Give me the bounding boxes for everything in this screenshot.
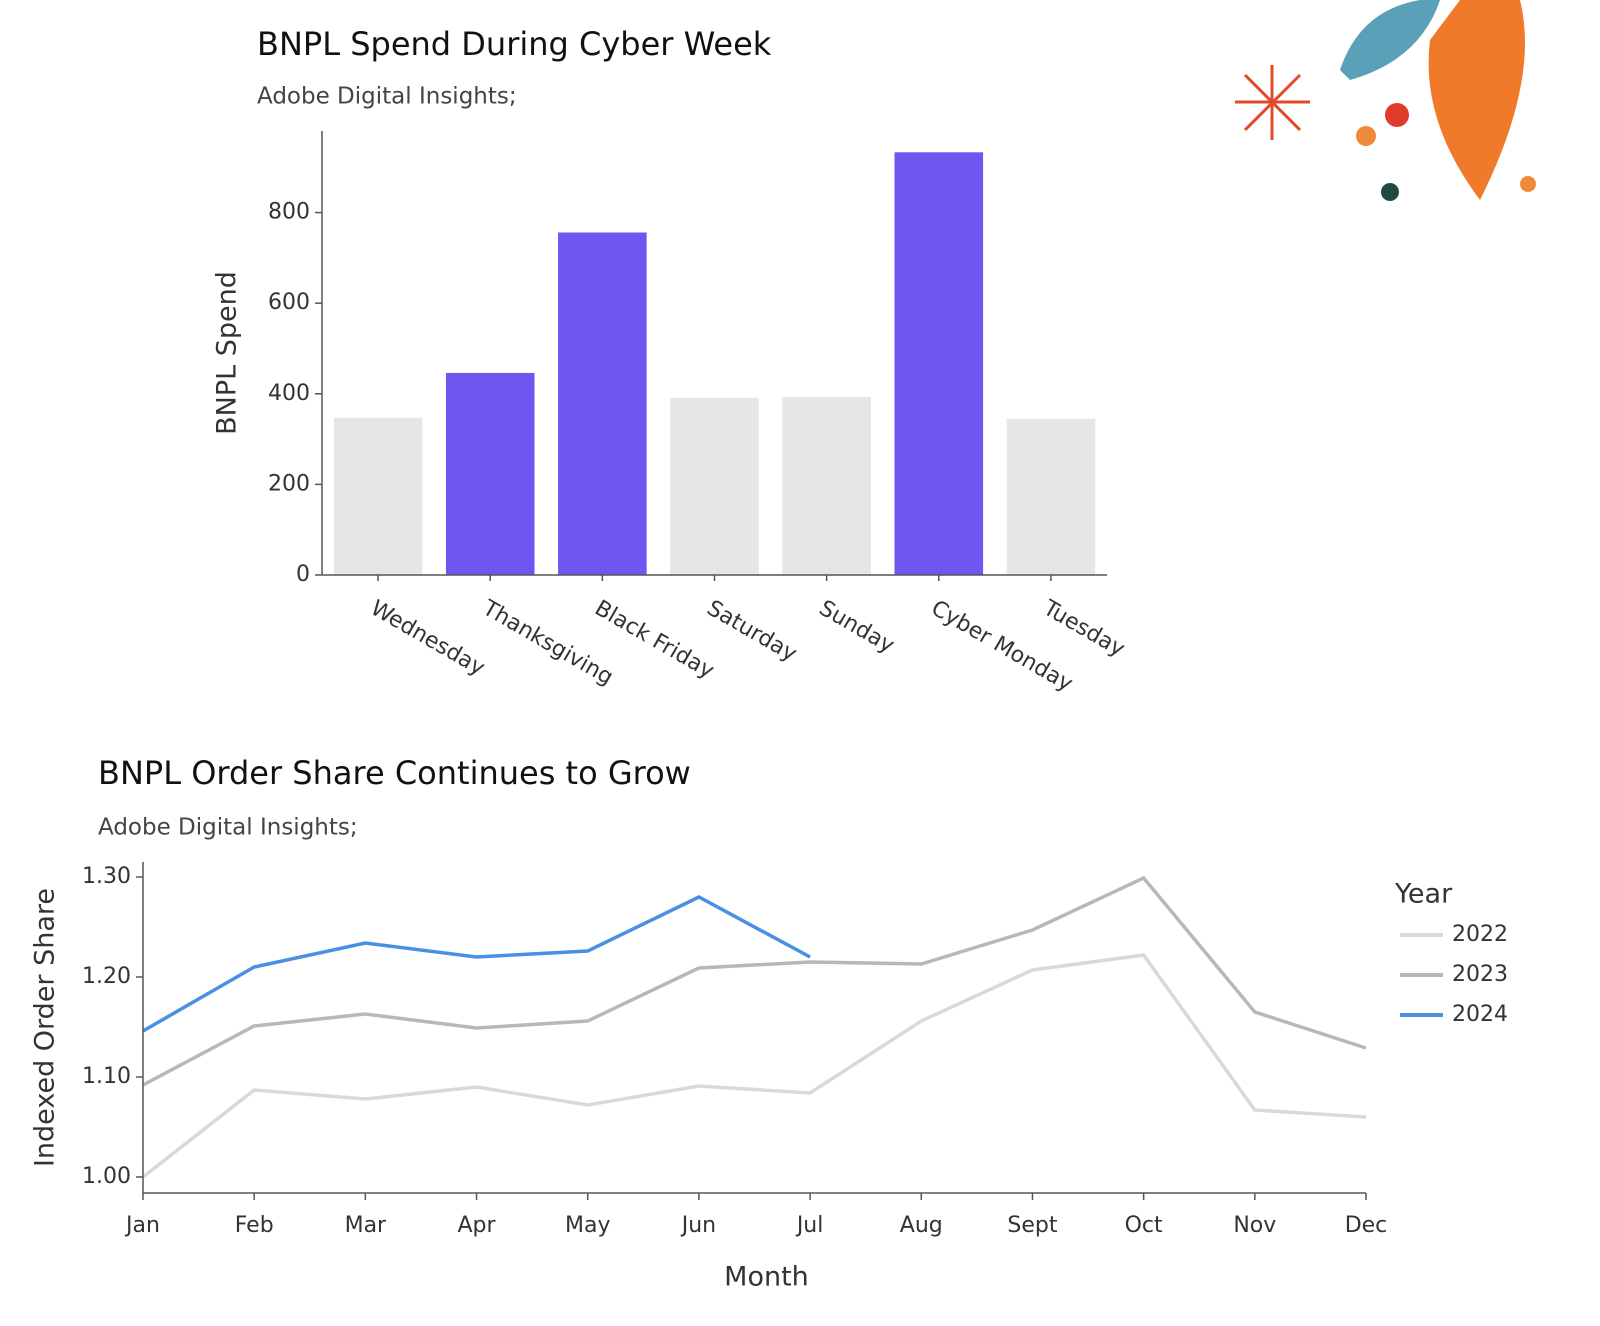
y-tick-label: 600	[268, 290, 310, 315]
legend-label: 2022	[1452, 922, 1508, 947]
chart-title: BNPL Order Share Continues to Grow	[98, 754, 691, 792]
x-tick-label: Oct	[1125, 1213, 1163, 1238]
x-tick-label: Aug	[900, 1213, 943, 1238]
legend-label: 2023	[1452, 962, 1508, 987]
line	[141, 953, 1367, 1179]
y-tick-label: 1.10	[82, 1064, 131, 1089]
y-axis-label: BNPL Spend	[212, 271, 243, 435]
chart-title: BNPL Spend During Cyber Week	[257, 25, 772, 63]
chart-subtitle: Adobe Digital Insights;	[98, 815, 358, 841]
line	[142, 895, 811, 1033]
x-tick-label: Jul	[795, 1213, 824, 1238]
x-tick-label: May	[565, 1213, 610, 1238]
x-tick-label: Mar	[345, 1213, 387, 1238]
x-tick-label: Dec	[1345, 1213, 1388, 1238]
x-axis-label: Month	[724, 1262, 809, 1293]
bar	[782, 396, 871, 575]
x-tick-label: Wednesday	[366, 596, 489, 681]
x-tick-label: Jun	[680, 1213, 716, 1238]
y-tick-label: 1.00	[82, 1164, 131, 1189]
y-axis-label: Indexed Order Share	[30, 888, 61, 1167]
x-tick-label: Jan	[124, 1213, 160, 1238]
y-tick-label: 0	[296, 562, 310, 587]
y-tick-label: 1.20	[82, 964, 131, 989]
bar	[333, 417, 423, 575]
x-tick-label: Saturday	[703, 596, 801, 667]
x-tick-label: Tuesday	[1038, 595, 1129, 662]
bar	[445, 372, 535, 575]
x-tick-label: Nov	[1233, 1213, 1276, 1238]
bar	[670, 397, 759, 575]
bar	[1006, 418, 1096, 575]
x-tick-label: Sunday	[815, 596, 899, 659]
bar	[894, 152, 984, 575]
legend-label: 2024	[1452, 1002, 1508, 1027]
line	[142, 875, 1367, 1087]
chart-subtitle: Adobe Digital Insights;	[257, 84, 517, 110]
x-tick-label: Apr	[458, 1213, 497, 1238]
y-tick-label: 800	[268, 200, 310, 225]
bar	[558, 232, 647, 575]
x-tick-label: Sept	[1007, 1213, 1057, 1238]
decoration	[1235, 0, 1536, 201]
y-tick-label: 400	[268, 381, 310, 406]
y-tick-label: 1.30	[82, 864, 131, 889]
x-tick-label: Feb	[235, 1213, 274, 1238]
y-tick-label: 200	[268, 471, 310, 496]
legend-title: Year	[1394, 879, 1453, 910]
